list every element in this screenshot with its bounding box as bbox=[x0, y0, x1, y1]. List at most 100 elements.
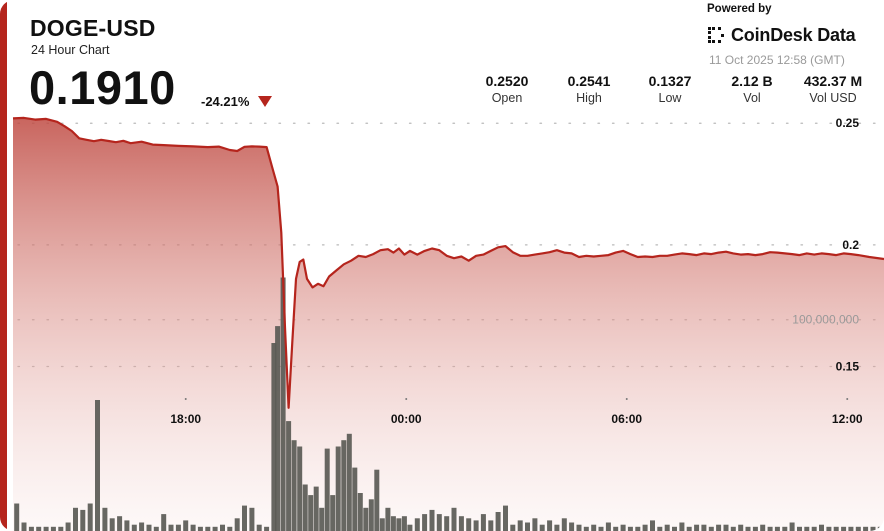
volume-bar bbox=[664, 524, 670, 531]
x-tick-mark bbox=[405, 398, 408, 400]
volume-bar bbox=[561, 518, 567, 531]
price-line bbox=[12, 116, 884, 409]
volume-bar bbox=[752, 526, 758, 531]
volume-bar bbox=[525, 522, 530, 531]
stat-value: 0.1327 bbox=[648, 73, 692, 89]
volume-bar bbox=[414, 518, 420, 531]
stat-high: 0.2541 High bbox=[549, 73, 629, 105]
volume-bar bbox=[43, 526, 49, 531]
volume-bar bbox=[379, 518, 385, 531]
volume-bar bbox=[877, 526, 883, 531]
volume-bar bbox=[234, 518, 240, 531]
volume-bar bbox=[855, 526, 861, 531]
symbol-title: DOGE-USD bbox=[30, 15, 156, 41]
volume-bar bbox=[80, 509, 86, 531]
volume-bar bbox=[95, 400, 100, 531]
volume-bar bbox=[672, 526, 677, 531]
volume-bar bbox=[797, 526, 802, 531]
volume-bar bbox=[401, 516, 407, 531]
volume-bar bbox=[280, 277, 286, 531]
volume-bar bbox=[848, 526, 854, 531]
chart-subtitle: 24 Hour Chart bbox=[31, 43, 110, 57]
x-tick-label: 00:00 bbox=[391, 412, 422, 426]
volume-bar bbox=[363, 507, 369, 531]
volume-bar bbox=[175, 524, 181, 531]
volume-bars bbox=[14, 277, 883, 531]
volume-bar bbox=[591, 524, 597, 531]
volume-bar bbox=[385, 507, 391, 531]
volume-bar bbox=[271, 343, 277, 531]
volume-bar bbox=[708, 526, 714, 531]
volume-bar bbox=[124, 520, 130, 531]
volume-bar bbox=[488, 520, 494, 531]
volume-bar bbox=[826, 526, 832, 531]
volume-bar bbox=[760, 524, 766, 531]
volume-bar bbox=[569, 522, 575, 531]
volume-tick-label: 100,000,000 bbox=[792, 313, 859, 327]
stat-value: 432.37 M bbox=[803, 73, 863, 89]
volume-bar bbox=[242, 505, 247, 531]
volume-bar bbox=[767, 526, 773, 531]
volume-bar bbox=[701, 524, 707, 531]
volume-bar bbox=[650, 520, 655, 531]
brand-logo[interactable]: CoinDesk Data bbox=[707, 23, 856, 47]
volume-bar bbox=[65, 522, 71, 531]
volume-bar bbox=[357, 493, 363, 531]
x-tick-mark bbox=[184, 398, 187, 400]
y-tick-label: 0.2 bbox=[842, 238, 859, 252]
volume-bar bbox=[554, 524, 560, 531]
volume-bar bbox=[444, 516, 450, 531]
volume-bar bbox=[642, 524, 648, 531]
volume-bar bbox=[782, 526, 788, 531]
volume-bar bbox=[36, 526, 42, 531]
volume-bar bbox=[212, 526, 218, 531]
coindesk-logo-icon bbox=[708, 27, 724, 43]
volume-bar bbox=[324, 448, 330, 531]
volume-bar bbox=[256, 524, 262, 531]
price-area bbox=[13, 117, 884, 531]
volume-bar bbox=[613, 526, 619, 531]
stat-label: Low bbox=[658, 91, 682, 105]
volume-bar bbox=[319, 507, 325, 531]
volume-bar bbox=[480, 514, 486, 531]
stat-low: 0.1327 Low bbox=[630, 73, 710, 105]
volume-bar bbox=[473, 520, 479, 531]
volume-bar bbox=[286, 421, 292, 531]
volume-bar bbox=[73, 507, 78, 531]
volume-bar bbox=[679, 522, 685, 531]
volume-bar bbox=[422, 514, 428, 531]
volume-bar bbox=[330, 495, 336, 531]
brand-name: CoinDesk Data bbox=[731, 24, 856, 45]
accent-bar bbox=[0, 0, 7, 531]
volume-bar bbox=[58, 526, 64, 531]
volume-bar bbox=[436, 514, 442, 531]
timestamp: 11 Oct 2025 12:58 (GMT) bbox=[709, 53, 845, 67]
volume-bar bbox=[503, 505, 508, 531]
down-arrow-icon bbox=[258, 96, 272, 107]
volume-bar bbox=[495, 512, 501, 531]
volume-bar bbox=[539, 524, 545, 531]
y-tick-label: 0.15 bbox=[836, 359, 860, 373]
volume-bar bbox=[50, 526, 56, 531]
stat-vol: 2.12 B Vol bbox=[712, 73, 792, 105]
volume-bar bbox=[635, 526, 641, 531]
volume-bar bbox=[183, 520, 189, 531]
volume-bar bbox=[297, 446, 303, 531]
volume-bar bbox=[576, 524, 582, 531]
volume-bar bbox=[730, 526, 736, 531]
volume-bar bbox=[308, 495, 314, 531]
volume-bar bbox=[458, 516, 464, 531]
volume-bar bbox=[870, 526, 876, 531]
volume-bar bbox=[466, 518, 472, 531]
volume-bar bbox=[627, 526, 633, 531]
volume-bar bbox=[374, 469, 380, 531]
volume-bar bbox=[302, 484, 308, 531]
volume-bar bbox=[819, 524, 824, 531]
stat-label: Open bbox=[491, 91, 523, 105]
volume-bar bbox=[517, 520, 523, 531]
volume-bar bbox=[291, 440, 297, 531]
stat-vol-usd: 432.37 M Vol USD bbox=[793, 73, 873, 105]
stat-value: 0.2520 bbox=[485, 73, 529, 89]
